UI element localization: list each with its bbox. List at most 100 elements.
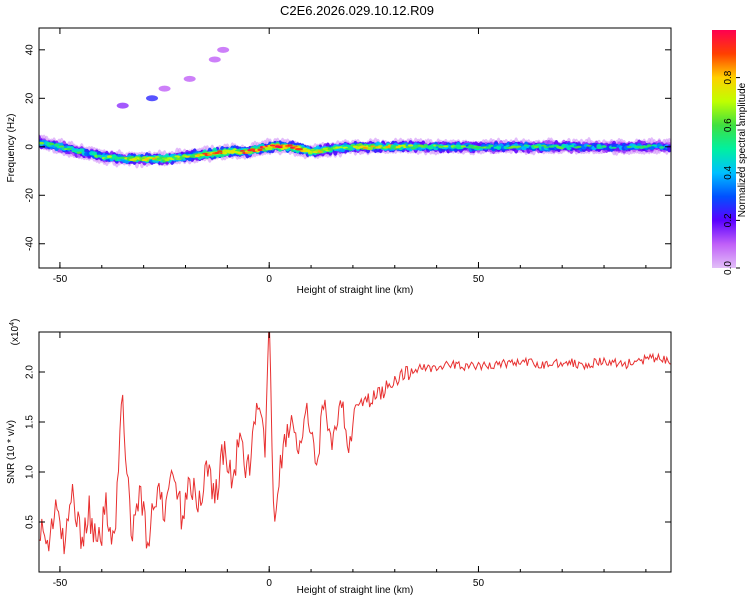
spectrogram-cell: [239, 149, 246, 152]
snr-y-tick-label: 2.0: [25, 365, 36, 379]
spectrogram-y-tick-label: -40: [25, 236, 36, 251]
spectrogram-x-tick-label: 50: [473, 274, 485, 285]
spectrogram-y-tick-label: 0: [25, 144, 36, 150]
spectrogram-frame: [38, 27, 672, 269]
spectrogram-cell: [106, 155, 112, 158]
spectrogram-cell: [458, 147, 464, 150]
spectrogram-cell: [646, 144, 652, 147]
colorbar-tick-label: 0.4: [723, 165, 734, 179]
spectrogram-cell: [460, 145, 467, 148]
colorbar-strip: [712, 30, 736, 268]
spectrogram-cell: [66, 148, 72, 150]
snr-multiplier: (x104): [9, 319, 21, 346]
spectrogram-cell: [320, 149, 326, 152]
spectrogram-ticks: -50 0 50 40 20 0 -20 -40: [25, 28, 671, 285]
snr-x-tick-label: -50: [53, 578, 68, 589]
spectrogram-cell: [468, 144, 474, 147]
spectrogram-y-tick-label: 20: [25, 92, 36, 104]
spectrogram-cell: [297, 148, 303, 151]
spectrogram-secondary-blob: [158, 85, 171, 92]
colorbar-label: Normalized spectral amplitude: [737, 82, 748, 217]
spectrogram-cell: [269, 144, 276, 147]
colorbar-tick-label: 0.6: [723, 118, 734, 132]
spectrogram-cell: [104, 157, 110, 160]
spectrogram-cell: [533, 145, 539, 149]
spectrogram-x-label: Height of straight line (km): [297, 285, 414, 296]
spectrogram-cell: [626, 145, 632, 148]
spectrogram-cell: [568, 145, 574, 148]
spectrogram-secondary-blob: [146, 95, 159, 102]
spectrogram-cell: [651, 144, 657, 147]
snr-x-tick-label: 0: [266, 578, 272, 589]
snr-y-tick-label: 0.5: [25, 515, 36, 529]
spectrogram-cell: [443, 145, 449, 148]
snr-frame: [38, 331, 672, 573]
snr-ticks: -50 0 50 0.5 1.0 1.5 2.0: [25, 332, 671, 589]
spectrogram-cell: [222, 151, 228, 155]
spectrogram-secondary-blob: [208, 56, 221, 63]
spectrogram-cell: [611, 146, 617, 149]
snr-panel: -50 0 50 0.5 1.0 1.5 2.0 Height of straight li…: [6, 319, 672, 596]
spectrogram-cell: [523, 144, 529, 147]
spectrogram-cell: [659, 146, 665, 149]
spectrogram-cell: [543, 146, 549, 149]
snr-line-series: [39, 332, 671, 555]
spectrogram-cell: [586, 144, 592, 147]
snr-y-tick-label: 1.5: [25, 415, 36, 429]
spectrogram-cell: [475, 146, 482, 149]
spectrogram-cell: [53, 144, 60, 147]
spectrogram-cell: [214, 151, 220, 155]
spectrogram-cell: [277, 146, 283, 149]
spectrogram-cell: [244, 151, 251, 154]
spectrogram-cell: [337, 146, 343, 149]
spectrogram-cell: [48, 142, 55, 146]
figure-title: C2E6.2026.029.10.12.R09: [280, 3, 434, 18]
spectrogram-cell: [485, 146, 492, 149]
snr-y-tick-label: 1.0: [25, 465, 36, 479]
spectrogram-heatmap: [39, 46, 671, 169]
spectrogram-cell: [400, 144, 406, 147]
spectrogram-cell: [207, 153, 213, 156]
spectrogram-cell: [410, 147, 416, 150]
spectrogram-y-label: Frequency (Hz): [6, 114, 17, 183]
spectrogram-secondary-blob: [217, 46, 230, 53]
colorbar-tick-label: 0.8: [723, 70, 734, 84]
spectrogram-cell: [199, 153, 205, 157]
spectrogram-panel: -50 0 50 40 20 0 -20 -40 Height of straight lin…: [6, 27, 672, 296]
spectrogram-cell: [71, 150, 77, 153]
spectrogram-secondary-blob: [183, 75, 196, 82]
spectrogram-cell: [576, 145, 582, 148]
snr-y-label: SNR (10 * v/v): [6, 420, 17, 484]
spectrogram-cell: [59, 145, 65, 148]
snr-x-tick-label: 50: [473, 578, 485, 589]
spectrogram-cell: [465, 146, 472, 149]
spectrogram-cell: [292, 145, 298, 148]
spectrogram-cell: [217, 150, 223, 153]
spectrogram-cell: [257, 148, 263, 152]
spectrogram-cell: [249, 148, 256, 151]
spectrogram-cell: [362, 146, 369, 149]
spectrogram-cell: [455, 144, 461, 147]
spectrogram-cell: [310, 149, 316, 152]
spectrogram-cell: [601, 145, 607, 148]
spectrogram-cell: [495, 146, 502, 149]
spectrogram-cell: [516, 145, 522, 148]
spectrogram-cell: [287, 144, 293, 147]
snr-multiplier-base: (x10: [10, 325, 21, 345]
snr-multiplier-exponent: 4: [9, 322, 16, 326]
spectrogram-cell: [428, 146, 434, 150]
spectrogram-y-tick-label: 40: [25, 44, 36, 56]
colorbar-tick-label: 0.0: [723, 261, 734, 275]
spectrogram-cell: [39, 141, 45, 145]
spectrogram-cell: [164, 158, 170, 162]
spectrogram-y-tick-label: -20: [25, 188, 36, 203]
colorbar-ticks: 0.0 0.2 0.4 0.6 0.8: [723, 70, 740, 275]
spectrogram-cell: [237, 151, 243, 154]
spectrogram-cell: [488, 144, 494, 148]
spectrogram-x-tick-label: 0: [266, 274, 272, 285]
spectrogram-cell: [541, 144, 547, 147]
spectrogram-cell: [91, 153, 97, 156]
spectrogram-x-tick-label: -50: [53, 274, 68, 285]
spectrogram-cell: [438, 145, 444, 148]
